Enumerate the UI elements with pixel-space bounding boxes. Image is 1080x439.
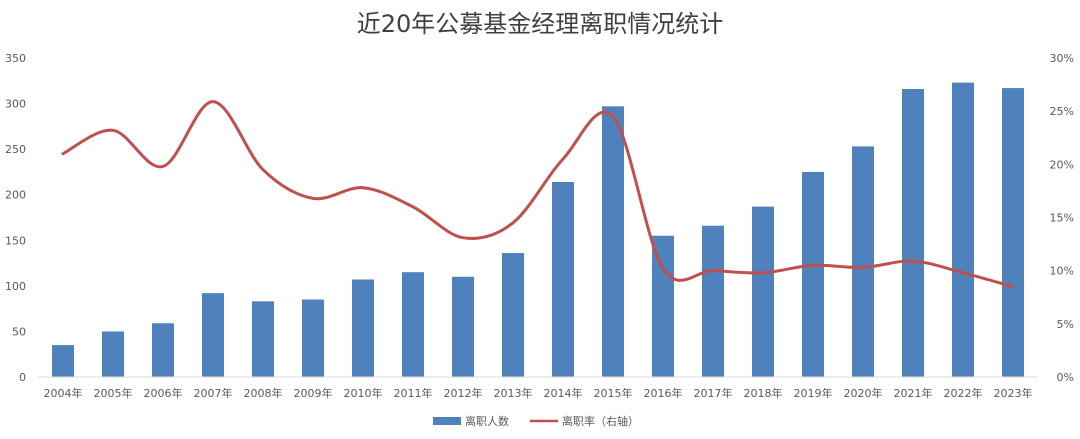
x-tick-label: 2013年 xyxy=(494,386,533,400)
x-tick-label: 2021年 xyxy=(894,386,933,400)
x-tick-label: 2022年 xyxy=(944,386,983,400)
x-tick-label: 2018年 xyxy=(744,386,783,400)
y-right-tick-label: 10% xyxy=(1050,265,1074,278)
x-tick-label: 2023年 xyxy=(994,386,1033,400)
legend: 离职人数 离职率（右轴） xyxy=(433,414,639,428)
bar xyxy=(902,88,924,377)
x-tick-label: 2011年 xyxy=(394,386,433,400)
y-right-tick-label: 25% xyxy=(1050,105,1074,118)
x-tick-label: 2012年 xyxy=(444,386,483,400)
x-tick-label: 2014年 xyxy=(544,386,583,400)
bar xyxy=(102,331,124,377)
bar xyxy=(802,171,824,377)
x-tick-label: 2004年 xyxy=(44,386,83,400)
y-left-tick-label: 100 xyxy=(5,280,26,293)
y-left-tick-label: 0 xyxy=(19,371,26,384)
bar xyxy=(452,276,474,377)
bar xyxy=(152,323,174,377)
chart-title: 近20年公募基金经理离职情况统计 xyxy=(357,10,724,38)
bar xyxy=(402,272,424,377)
bar xyxy=(252,301,274,377)
x-tick-label: 2017年 xyxy=(694,386,733,400)
bar xyxy=(852,146,874,377)
legend-label-line: 离职率（右轴） xyxy=(562,414,639,428)
x-tick-label: 2006年 xyxy=(144,386,183,400)
legend-label-bar: 离职人数 xyxy=(465,414,509,428)
bar xyxy=(352,279,374,377)
bar xyxy=(202,293,224,377)
x-tick-label: 2010年 xyxy=(344,386,383,400)
y-left-tick-label: 250 xyxy=(5,143,26,156)
x-tick-label: 2005年 xyxy=(94,386,133,400)
y-left-tick-label: 150 xyxy=(5,234,26,247)
bar xyxy=(502,253,524,377)
y-left-tick-label: 300 xyxy=(5,98,26,111)
y-right-tick-label: 0% xyxy=(1057,371,1074,384)
y-right-tick-label: 20% xyxy=(1050,158,1074,171)
y-left-tick-label: 350 xyxy=(5,52,26,65)
x-tick-label: 2015年 xyxy=(594,386,633,400)
bar xyxy=(752,206,774,377)
x-tick-label: 2019年 xyxy=(794,386,833,400)
bars-group xyxy=(52,82,1024,377)
bar xyxy=(552,181,574,377)
y-right-tick-label: 15% xyxy=(1050,212,1074,225)
bar xyxy=(302,299,324,377)
y-left-tick-label: 200 xyxy=(5,189,26,202)
bar xyxy=(52,345,74,377)
y-right-tick-label: 5% xyxy=(1057,318,1074,331)
bar xyxy=(602,106,624,377)
x-tick-label: 2008年 xyxy=(244,386,283,400)
y-left-tick-label: 50 xyxy=(12,325,26,338)
bar xyxy=(652,235,674,377)
axes-group: 0 50 100 150 200 250 300 350 0% 5% 10% 15% 20% 25% 30%… xyxy=(5,52,1074,400)
bar xyxy=(952,82,974,377)
x-tick-label: 2009年 xyxy=(294,386,333,400)
bar xyxy=(702,225,724,377)
x-tick-label: 2016年 xyxy=(644,386,683,400)
legend-swatch-bar xyxy=(433,417,461,425)
bar xyxy=(1002,88,1024,377)
x-tick-label: 2020年 xyxy=(844,386,883,400)
y-right-tick-label: 30% xyxy=(1050,52,1074,65)
x-tick-label: 2007年 xyxy=(194,386,233,400)
rate-line xyxy=(61,100,1015,289)
line-group xyxy=(61,100,1015,289)
